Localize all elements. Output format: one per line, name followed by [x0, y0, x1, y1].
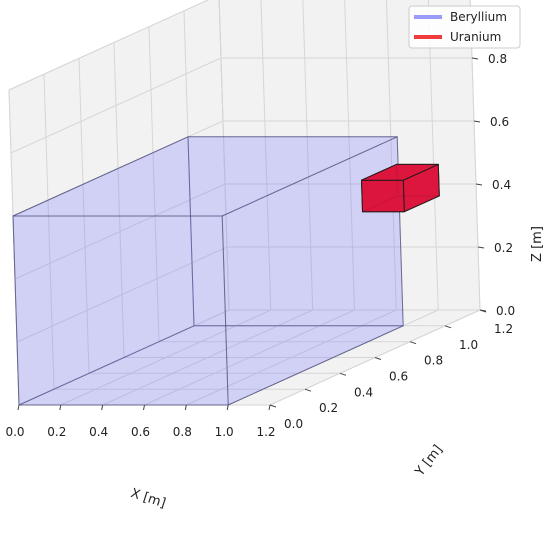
y-tick-label: 0.0 [284, 417, 303, 431]
y-tick-mark [374, 357, 382, 360]
legend-swatch-uranium [414, 35, 442, 39]
x-tick-label: 1.0 [215, 425, 234, 439]
x-axis-label: X [m] [129, 486, 168, 511]
x-tick-mark [184, 404, 187, 411]
z-grid-line [8, 0, 210, 91]
x-tick-mark [59, 404, 62, 411]
x-tick-label: 1.2 [256, 425, 275, 439]
z-tick-mark [479, 309, 487, 312]
z-tick-label: 0.6 [490, 115, 509, 129]
z-tick-mark [473, 120, 481, 123]
box-face-back [187, 136, 404, 327]
z-axis-label: Z [m] [530, 226, 545, 262]
legend-label-uranium: Uranium [450, 30, 501, 44]
y-tick-label: 0.6 [389, 370, 408, 384]
y-tick-mark [339, 372, 347, 376]
z-tick-label: 0.8 [488, 52, 507, 66]
y-axis-label: Y [m] [412, 442, 446, 480]
z-tick-label: 1.0 [486, 0, 505, 3]
z-tick-label: 0.4 [492, 178, 511, 192]
y-tick-label: 0.4 [354, 385, 373, 399]
y-tick-label: 0.2 [319, 401, 338, 415]
x-tick-label: 0.2 [47, 425, 66, 439]
y-tick-label: 0.8 [424, 354, 443, 368]
x-tick-mark [268, 404, 271, 411]
box-uranium [361, 163, 440, 213]
y-tick-mark [269, 404, 277, 408]
x-tick-label: 0.8 [173, 425, 192, 439]
z-grid-line [16, 246, 478, 343]
data-boxes [12, 136, 440, 406]
box-face-left [12, 136, 195, 406]
x-tick-label: 0.6 [131, 425, 150, 439]
tick-marks: 0.0 0.2 0.4 0.6 0.8 1.0 1.2 0.0 0.2 0.4 0.6 0.8 1.0 1… [5, 0, 515, 439]
legend-swatch-beryllium [414, 15, 442, 19]
box-face-front [361, 179, 405, 213]
x-tick-mark [143, 404, 145, 411]
z-tick-mark [477, 246, 485, 249]
x-tick-label: 0.0 [5, 425, 24, 439]
z-grid-line [10, 57, 472, 154]
y-tick-label: 1.0 [459, 338, 478, 352]
z-tick-mark [471, 57, 479, 60]
box-face-top [361, 163, 439, 181]
x-tick-label: 0.4 [89, 425, 108, 439]
z-tick-mark [475, 183, 483, 186]
z-tick-label: 0.0 [496, 304, 515, 318]
y-tick-mark [444, 325, 452, 329]
y-tick-mark [304, 388, 312, 392]
legend-label-beryllium: Beryllium [450, 10, 507, 24]
z-grid-line [12, 120, 474, 217]
z-grid-line [18, 309, 480, 406]
z-tick-label: 0.2 [494, 241, 513, 255]
y-tick-mark [409, 341, 417, 345]
box-beryllium [12, 136, 404, 406]
box-face-bottom [18, 325, 404, 406]
box-face-right [221, 136, 404, 406]
y-tick-label: 1.2 [494, 322, 513, 336]
x-tick-mark [17, 404, 20, 411]
legend: Beryllium Uranium [408, 5, 521, 49]
x-tick-mark [101, 404, 104, 411]
x-tick-mark [226, 404, 229, 411]
box-face-top [12, 136, 398, 217]
box-face-front [12, 215, 229, 406]
